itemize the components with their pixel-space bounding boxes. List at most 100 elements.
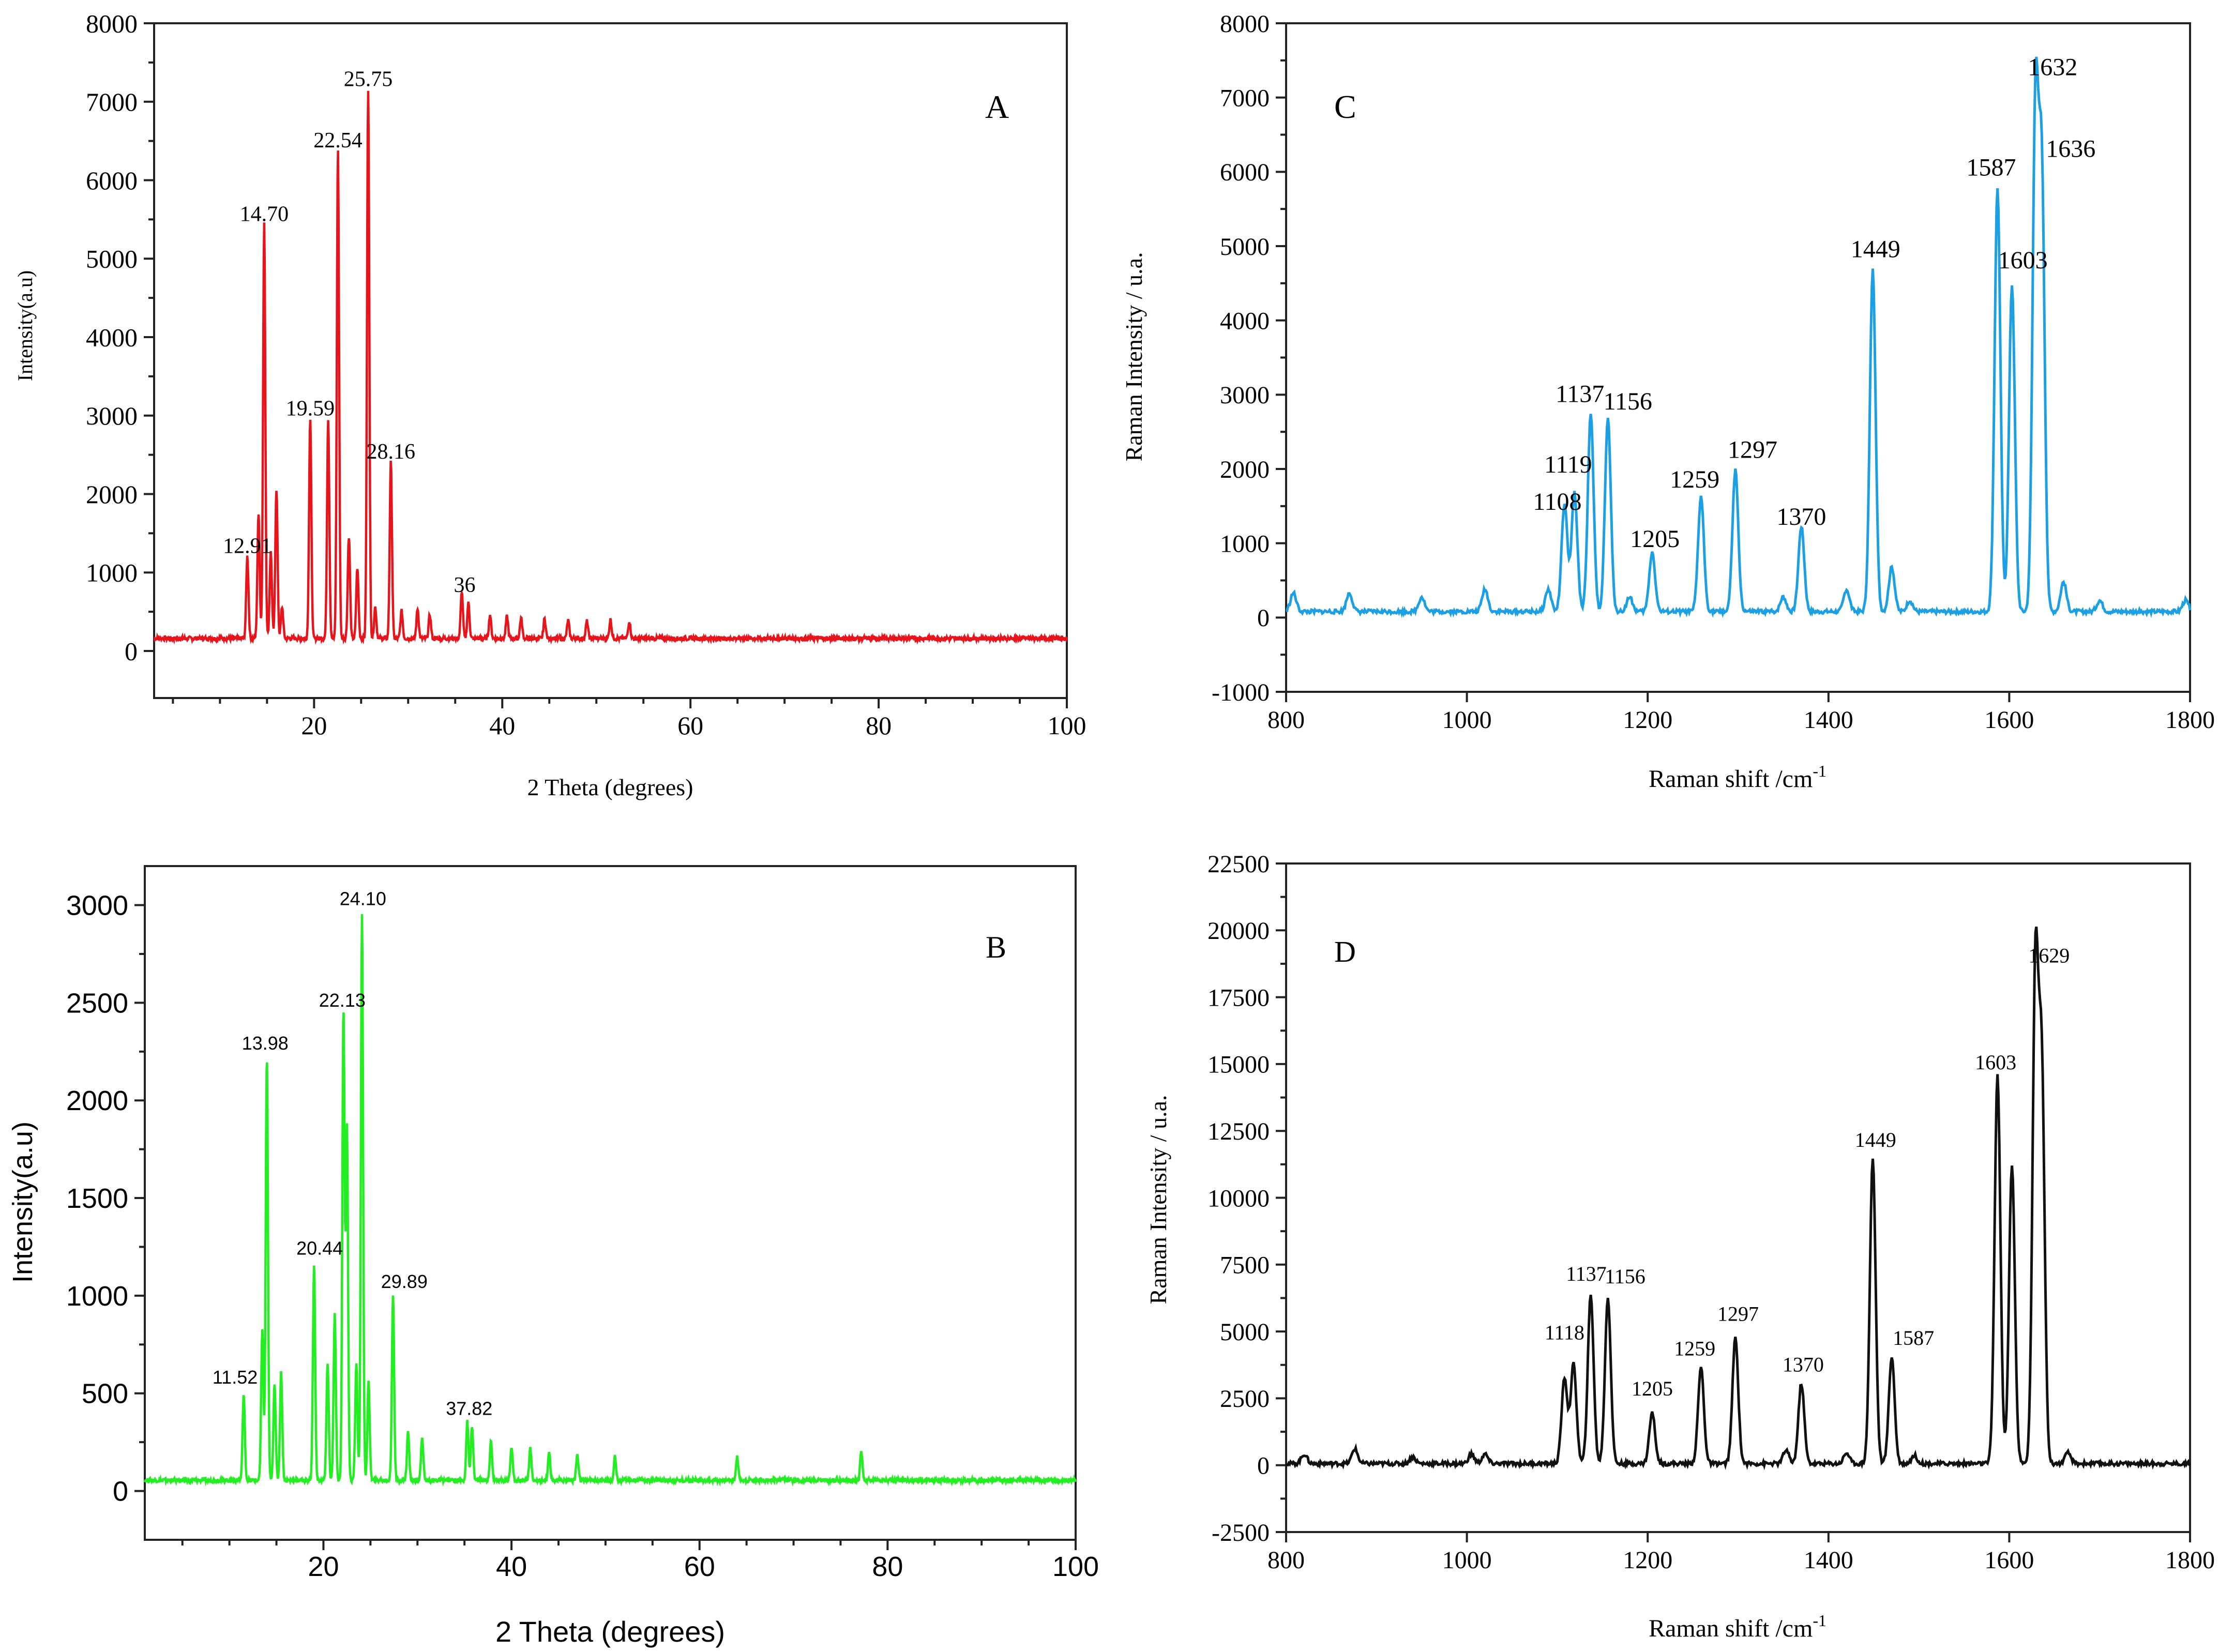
panel-c-frame: [1285, 22, 2191, 693]
y-tick-label: 8000: [86, 9, 138, 38]
y-tick-label: 20000: [1207, 917, 1270, 945]
y-tick-label: 0: [125, 636, 138, 665]
x-tick-label: 1400: [1804, 1547, 1853, 1574]
peak-label: 22.13: [319, 990, 366, 1011]
peak-label: 1297: [1717, 1302, 1759, 1325]
panel-d: 800 1000 1200 1400 1600 1800 -2500 0 2500 5000 750…: [1145, 851, 2215, 1642]
panel-d-series-line: [1285, 926, 2191, 1471]
x-tick-label: 80: [872, 1551, 903, 1582]
x-tick-label: 1400: [1804, 706, 1853, 734]
peak-label: 11.52: [213, 1367, 258, 1388]
peak-label: 1259: [1670, 466, 1719, 493]
y-tick-label: 1000: [86, 558, 138, 587]
y-tick-label: 1000: [66, 1281, 128, 1312]
panel-d-label: D: [1334, 935, 1356, 968]
y-tick-label: 2000: [66, 1085, 128, 1116]
y-tick-label: 4000: [1220, 307, 1270, 335]
peak-label: 1603: [1975, 1051, 2016, 1074]
x-tick-label: 40: [496, 1551, 527, 1582]
x-tick-label: 60: [677, 711, 703, 740]
x-tick-label: 100: [1048, 711, 1086, 740]
y-tick-label: 7500: [1220, 1252, 1270, 1279]
x-tick-label: 1200: [1623, 706, 1672, 734]
x-tick-label: 1800: [2165, 706, 2215, 734]
x-tick-label: 1600: [1984, 706, 2034, 734]
peak-label: 1156: [1604, 388, 1652, 415]
y-tick-label: 3000: [86, 401, 138, 430]
peak-label: 1156: [1605, 1265, 1646, 1288]
peak-label: 14.70: [240, 202, 289, 226]
x-tick-label: 100: [1052, 1551, 1099, 1582]
peak-label: 1587: [1966, 154, 2016, 181]
y-tick-label: 7000: [86, 87, 138, 116]
x-tick-label: 1000: [1442, 706, 1492, 734]
y-tick-label: 17500: [1207, 984, 1270, 1011]
peak-label: 1137: [1556, 381, 1604, 408]
peak-label: 1297: [1728, 436, 1777, 463]
peak-label: 13.98: [242, 1033, 289, 1054]
peak-label: 1449: [1851, 236, 1900, 263]
peak-label: 1629: [2028, 944, 2070, 967]
panel-c-xlabel-text: Raman shift /cm: [1649, 765, 1813, 793]
y-tick-label: 5000: [86, 245, 138, 274]
y-tick-label: 0: [1257, 1452, 1270, 1480]
peak-label: 1108: [1533, 488, 1581, 516]
peak-label: 1632: [2028, 54, 2077, 81]
peak-label: 25.75: [344, 67, 393, 91]
x-tick-label: 80: [866, 711, 892, 740]
y-tick-label: 2000: [1220, 456, 1270, 483]
y-tick-label: 15000: [1207, 1051, 1270, 1079]
panel-d-xlabel-sup: -1: [1813, 1611, 1827, 1630]
panel-b-xlabel: 2 Theta (degrees): [495, 1615, 725, 1648]
x-tick-label: 20: [301, 711, 327, 740]
panel-b-ylabel: Intensity(a.u): [7, 1121, 38, 1283]
peak-label: 1603: [1998, 247, 2048, 274]
y-tick-label: 12500: [1207, 1118, 1270, 1145]
y-tick-label: 2500: [66, 988, 128, 1019]
peak-label: 28.16: [367, 440, 416, 464]
y-tick-label: 4000: [86, 323, 138, 352]
panel-c-label: C: [1334, 88, 1356, 125]
peak-label: 1636: [2046, 135, 2095, 163]
panel-c-ylabel: Raman Intensity / u.a.: [1121, 252, 1147, 462]
panel-a-ylabel: Intensity(a.u): [13, 270, 37, 381]
y-tick-label: 6000: [86, 166, 138, 195]
y-tick-label: 1000: [1220, 530, 1270, 557]
peak-label: 1259: [1674, 1337, 1715, 1360]
panel-a-series-line: [153, 90, 1068, 645]
peak-label: 29.89: [381, 1271, 428, 1292]
peak-label: 19.59: [286, 397, 335, 421]
y-tick-label: 2000: [86, 480, 138, 509]
panel-a-label: A: [985, 88, 1009, 125]
x-tick-label: 40: [489, 711, 515, 740]
y-tick-label: 10000: [1207, 1185, 1270, 1212]
y-tick-label: 0: [113, 1476, 128, 1507]
x-tick-label: 20: [308, 1551, 339, 1582]
y-tick-label: 0: [1257, 604, 1270, 632]
panel-c: 800 1000 1200 1400 1600 1800 -1000 0 1000 2000 300…: [1121, 10, 2215, 793]
x-tick-label: 1000: [1442, 1547, 1492, 1574]
y-tick-label: 22500: [1207, 851, 1270, 878]
peak-label: 1118: [1545, 1321, 1584, 1344]
y-tick-label: 2500: [1220, 1385, 1270, 1413]
panel-d-ylabel: Raman Intensity / u.a.: [1145, 1095, 1171, 1305]
peak-label: 12.91: [223, 534, 272, 558]
y-tick-label: 5000: [1220, 1318, 1270, 1346]
peak-label: 1587: [1893, 1326, 1934, 1350]
panel-d-xlabel-text: Raman shift /cm: [1649, 1615, 1813, 1642]
x-tick-label: 800: [1267, 1547, 1305, 1574]
y-tick-label: 5000: [1220, 233, 1270, 261]
peak-label: 1137: [1566, 1262, 1607, 1285]
x-tick-label: 1200: [1623, 1547, 1672, 1574]
y-tick-label: -1000: [1212, 679, 1270, 706]
peak-label: 1449: [1855, 1128, 1896, 1151]
panel-b-label: B: [986, 930, 1006, 964]
y-tick-label: 3000: [1220, 382, 1270, 409]
x-tick-label: 1800: [2165, 1547, 2215, 1574]
peak-label: 24.10: [340, 888, 386, 910]
x-tick-label: 60: [684, 1551, 715, 1582]
peak-label: 1119: [1544, 451, 1592, 478]
x-tick-label: 1600: [1984, 1547, 2034, 1574]
